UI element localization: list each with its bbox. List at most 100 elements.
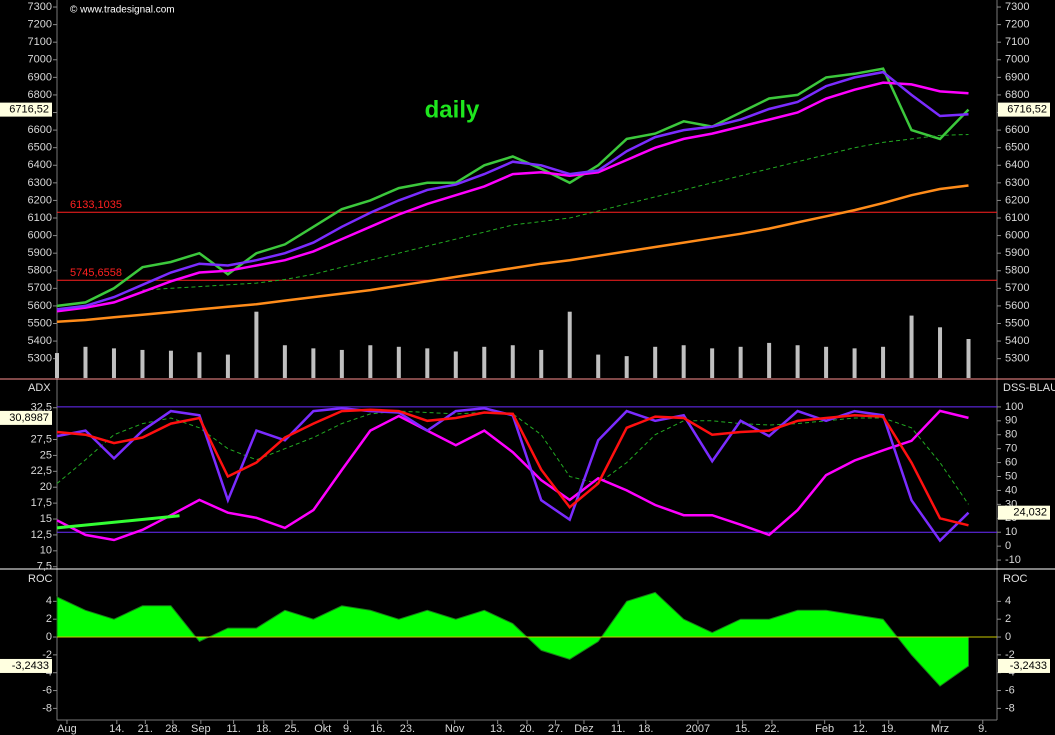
y-tick-label: 5700 — [1005, 282, 1029, 294]
volume-bar — [168, 350, 173, 378]
series-line — [56, 70, 969, 311]
y-tick-label: 6600 — [1005, 124, 1029, 136]
y-tick-label: 4 — [1005, 595, 1011, 607]
volume-bar — [368, 345, 373, 378]
volume-bar — [681, 345, 686, 378]
y-tick-label: 60 — [1005, 457, 1017, 469]
volume-bar — [539, 349, 544, 378]
x-tick-label: 18. — [256, 723, 271, 735]
y-tick-label: 80 — [1005, 429, 1017, 441]
volume-bar — [254, 311, 259, 378]
horizontal-line-label: 6133,1035 — [70, 199, 122, 211]
y-tick-label: 40 — [1005, 484, 1017, 496]
volume-bar — [596, 354, 601, 378]
volume-bar — [710, 348, 715, 378]
last-value-box — [998, 658, 1050, 673]
y-tick-label: 2 — [1005, 613, 1011, 625]
y-tick-label: 6100 — [28, 212, 52, 224]
y-tick-label: 25 — [40, 449, 52, 461]
x-tick-label: 11. — [611, 723, 625, 735]
y-tick-label: 5500 — [28, 317, 52, 329]
last-value-box — [0, 102, 52, 117]
y-tick-label: 6200 — [28, 194, 52, 206]
last-value-box — [998, 505, 1050, 520]
volume-bar — [624, 356, 629, 378]
volume-bar — [55, 353, 59, 378]
y-tick-label: 6400 — [28, 159, 52, 171]
y-tick-label: 32,5 — [31, 402, 52, 414]
y-tick-label: 90 — [1005, 415, 1017, 427]
volume-bar — [852, 348, 857, 378]
series-line — [56, 409, 969, 542]
y2-axis-title: DSS-BLAU — [1003, 382, 1055, 394]
y-tick-label: 6300 — [28, 177, 52, 189]
y-tick-label: 5300 — [1005, 353, 1029, 365]
y-tick-label: 5700 — [28, 282, 52, 294]
y-tick-label: 7300 — [1005, 1, 1029, 13]
series-line — [56, 67, 970, 308]
volume-bar — [453, 351, 458, 378]
y-tick-label: 10 — [40, 545, 52, 557]
y-tick-label: 100 — [1005, 401, 1023, 413]
last-value-box — [0, 410, 52, 425]
x-tick-label: 25. — [284, 723, 299, 735]
volume-bar — [966, 339, 971, 378]
y-tick-label: 6900 — [28, 71, 52, 83]
y-tick-label: 4 — [46, 595, 52, 607]
y-tick-label: -10 — [1005, 554, 1021, 566]
y-tick-label: 27,5 — [31, 433, 52, 445]
volume-bar — [197, 352, 202, 378]
y-tick-label: 5900 — [28, 247, 52, 259]
copyright: © www.tradesignal.com — [70, 5, 175, 16]
y-axis-title: ROC — [1003, 573, 1028, 585]
volume-bar — [567, 311, 572, 378]
y-tick-label: 6000 — [1005, 229, 1029, 241]
y-tick-label: 6000 — [28, 229, 52, 241]
x-tick-label: Mrz — [931, 723, 949, 735]
y-tick-label: -8 — [1005, 702, 1015, 714]
y-tick-label: 6800 — [28, 89, 52, 101]
y-tick-label: 5500 — [1005, 317, 1029, 329]
y-tick-label: 5600 — [1005, 300, 1029, 312]
y-tick-label: -2 — [1005, 649, 1015, 661]
volume-bar — [795, 345, 800, 378]
y-tick-label: 2 — [46, 613, 52, 625]
y-tick-label: 7,5 — [37, 561, 52, 573]
y-tick-label: 5400 — [1005, 335, 1029, 347]
x-tick-label: 13. — [490, 723, 505, 735]
x-tick-label: 12. — [853, 723, 868, 735]
volume-bar — [767, 342, 772, 378]
x-tick-label: 22. — [764, 723, 779, 735]
x-tick-label: 9. — [343, 723, 352, 735]
volume-bar — [282, 345, 287, 378]
y-tick-label: 7000 — [28, 54, 52, 66]
last-value-label: -3,2433 — [1010, 660, 1047, 672]
x-tick-label: 21. — [138, 723, 153, 735]
y-tick-label: 70 — [1005, 443, 1017, 455]
y-tick-label: 6800 — [1005, 89, 1029, 101]
last-value-label: 6716,52 — [1007, 104, 1047, 116]
volume-bar — [653, 346, 658, 378]
volume-bar — [909, 315, 914, 378]
y-tick-label: -6 — [1005, 684, 1015, 696]
volume-bar — [140, 349, 145, 378]
x-tick-label: Dez — [574, 723, 594, 735]
y-tick-label: 6200 — [1005, 194, 1029, 206]
x-tick-label: Feb — [815, 723, 834, 735]
x-tick-label: Sep — [191, 723, 211, 735]
last-value-label: 24,032 — [1013, 507, 1047, 519]
series-line — [56, 184, 969, 323]
y-tick-label: 6600 — [28, 124, 52, 136]
volume-bar — [339, 349, 344, 378]
x-tick-label: 18. — [638, 723, 653, 735]
y-tick-label: 5600 — [28, 300, 52, 312]
volume-bar — [111, 348, 116, 378]
last-value-label: 30,8987 — [9, 412, 49, 424]
y-tick-label: 7100 — [28, 36, 52, 48]
x-tick-label: 16. — [370, 723, 385, 735]
y-tick-label: 7200 — [28, 19, 52, 31]
x-tick-label: Okt — [314, 723, 331, 735]
volume-bar — [938, 327, 943, 378]
x-tick-label: 9. — [978, 723, 987, 735]
